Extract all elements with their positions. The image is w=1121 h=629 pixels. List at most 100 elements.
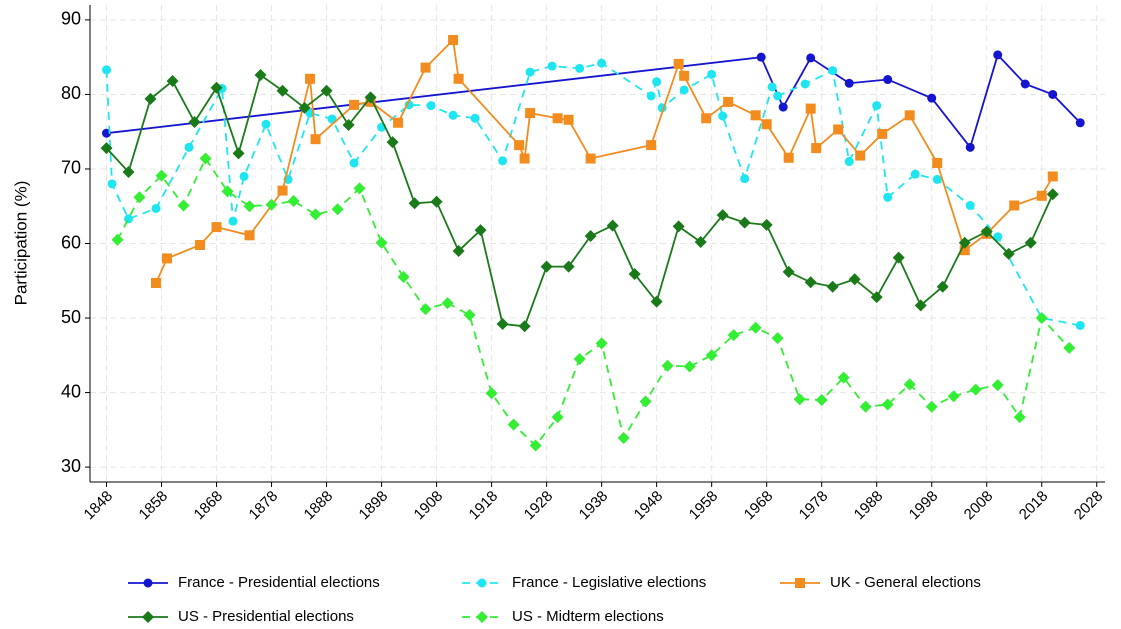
data-point — [349, 158, 359, 168]
data-point — [144, 92, 157, 105]
x-tick-label: 1918 — [466, 488, 502, 524]
data-point — [1063, 341, 1076, 354]
x-tick-label: 1978 — [796, 488, 832, 524]
data-point — [397, 271, 410, 284]
data-point — [349, 99, 360, 110]
data-point — [232, 147, 245, 160]
data-point — [1024, 236, 1037, 249]
data-point — [694, 236, 707, 249]
data-point — [102, 65, 112, 75]
data-point — [309, 208, 322, 221]
y-tick-label: 30 — [61, 456, 81, 476]
data-point — [767, 82, 777, 92]
data-point — [925, 400, 938, 413]
data-point — [514, 140, 525, 151]
data-point — [877, 128, 888, 139]
x-tick-label: 1898 — [356, 488, 392, 524]
data-point — [738, 216, 751, 229]
data-point — [883, 75, 893, 85]
data-point — [965, 142, 975, 152]
data-point — [811, 143, 822, 154]
data-point — [993, 232, 1003, 242]
data-point — [133, 191, 146, 204]
data-point — [936, 280, 949, 293]
data-point — [650, 295, 663, 308]
data-point — [903, 378, 916, 391]
data-point — [800, 79, 810, 89]
data-point — [932, 158, 943, 169]
data-point — [805, 103, 816, 114]
data-point — [783, 152, 794, 163]
data-point — [254, 69, 267, 82]
data-point — [595, 337, 608, 350]
data-point — [364, 91, 377, 104]
data-point — [804, 276, 817, 289]
data-point — [452, 244, 465, 257]
data-point — [1009, 200, 1020, 211]
data-point — [750, 110, 761, 121]
data-point — [959, 245, 970, 256]
data-point — [870, 291, 883, 304]
data-point — [969, 383, 982, 396]
data-point — [782, 265, 795, 278]
data-point — [740, 174, 750, 184]
data-point — [661, 359, 674, 372]
y-axis-label: Participation (%) — [11, 181, 30, 306]
data-point — [1035, 312, 1048, 325]
series-line — [105, 73, 1054, 328]
legend-marker — [476, 611, 488, 623]
data-point — [1020, 79, 1030, 89]
data-point — [1075, 118, 1085, 128]
data-point — [420, 62, 431, 73]
data-point — [100, 142, 113, 155]
data-point — [932, 174, 942, 184]
x-tick-label: 1878 — [246, 488, 282, 524]
data-point — [529, 439, 542, 452]
data-point — [617, 432, 630, 445]
legend-marker — [142, 611, 154, 623]
data-point — [716, 209, 729, 222]
series-line — [155, 38, 1054, 284]
data-point — [453, 73, 464, 84]
data-point — [573, 353, 586, 366]
legend-label: US - Presidential elections — [178, 608, 354, 625]
data-point — [320, 84, 333, 97]
data-point — [947, 390, 960, 403]
data-point — [507, 418, 520, 431]
data-point — [705, 349, 718, 362]
data-point — [718, 111, 728, 121]
data-point — [525, 67, 535, 77]
data-point — [184, 142, 194, 152]
x-tick-label: 1848 — [81, 488, 117, 524]
data-point — [707, 69, 717, 79]
legend-label: France - Legislative elections — [512, 574, 706, 591]
x-tick-label: 1998 — [906, 488, 942, 524]
x-tick-label: 2018 — [1016, 488, 1052, 524]
data-point — [1075, 320, 1085, 330]
data-point — [760, 218, 773, 231]
data-point — [239, 171, 249, 181]
data-point — [872, 101, 882, 111]
data-point — [155, 169, 168, 182]
data-point — [927, 93, 937, 103]
data-point — [837, 371, 850, 384]
legend-label: UK - General elections — [830, 574, 981, 591]
data-point — [151, 278, 162, 289]
data-point — [883, 192, 893, 202]
legend-label: US - Midterm elections — [512, 608, 664, 625]
data-point — [723, 96, 734, 107]
y-tick-label: 60 — [61, 232, 81, 252]
data-point — [673, 58, 684, 69]
data-point — [228, 216, 238, 226]
data-point — [195, 239, 206, 250]
data-point — [525, 108, 536, 119]
x-tick-label: 1858 — [136, 488, 172, 524]
data-point — [756, 52, 766, 62]
data-point — [166, 75, 179, 88]
data-point — [806, 53, 816, 63]
data-point — [773, 91, 783, 101]
data-point — [107, 179, 117, 189]
data-point — [151, 203, 161, 213]
data-point — [965, 200, 975, 210]
data-point — [287, 195, 300, 208]
